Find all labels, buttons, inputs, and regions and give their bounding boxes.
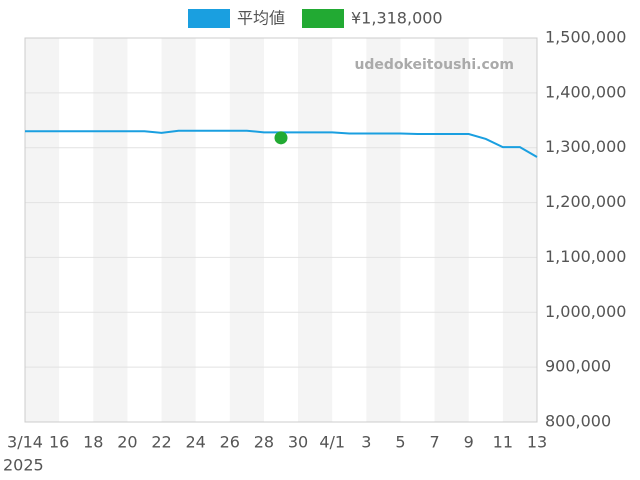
x-tick-label: 5 xyxy=(395,433,405,452)
x-tick-label: 18 xyxy=(83,433,103,452)
stripe xyxy=(366,38,401,422)
plot-border xyxy=(24,37,538,423)
x-tick-label: 30 xyxy=(288,433,308,452)
x-tick-label: 3/14 xyxy=(7,433,43,452)
x-tick-label: 13 xyxy=(527,433,547,452)
x-tick-label: 11 xyxy=(493,433,513,452)
legend-swatch[interactable] xyxy=(188,9,230,28)
stripe xyxy=(434,38,469,422)
stripe xyxy=(298,38,333,422)
y-tick-label: 1,100,000 xyxy=(545,247,626,266)
y-tick-label: 1,500,000 xyxy=(545,28,626,47)
x-tick-label: 9 xyxy=(464,433,474,452)
x-tick-label: 26 xyxy=(220,433,240,452)
watermark: udedokeitoushi.com xyxy=(354,57,514,73)
legend-swatch[interactable] xyxy=(302,9,344,28)
y-tick-label: 1,300,000 xyxy=(545,137,626,156)
point xyxy=(274,131,288,145)
x-tick-label: 7 xyxy=(430,433,440,452)
x-tick-label: 22 xyxy=(151,433,171,452)
x-tick-label: 20 xyxy=(117,433,137,452)
x-tick-label: 28 xyxy=(254,433,274,452)
x-sublabel: 2025 xyxy=(3,456,44,475)
y-tick-label: 900,000 xyxy=(545,357,611,376)
y-tick-label: 1,000,000 xyxy=(545,302,626,321)
stripes xyxy=(25,38,537,422)
stripe xyxy=(25,38,60,422)
stripe xyxy=(161,38,196,422)
stripe xyxy=(229,38,264,422)
y-tick-label: 1,200,000 xyxy=(545,192,626,211)
y-tick-label: 1,400,000 xyxy=(545,82,626,101)
x-tick-label: 16 xyxy=(49,433,69,452)
y-tick-label: 800,000 xyxy=(545,412,611,431)
legend-label: 平均値 xyxy=(237,9,285,28)
legend-label: ¥1,318,000 xyxy=(351,9,443,28)
x-tick-label: 4/1 xyxy=(319,433,345,452)
stripe xyxy=(93,38,128,422)
x-tick-label: 24 xyxy=(185,433,205,452)
stripe xyxy=(502,38,537,422)
x-tick-label: 3 xyxy=(361,433,371,452)
